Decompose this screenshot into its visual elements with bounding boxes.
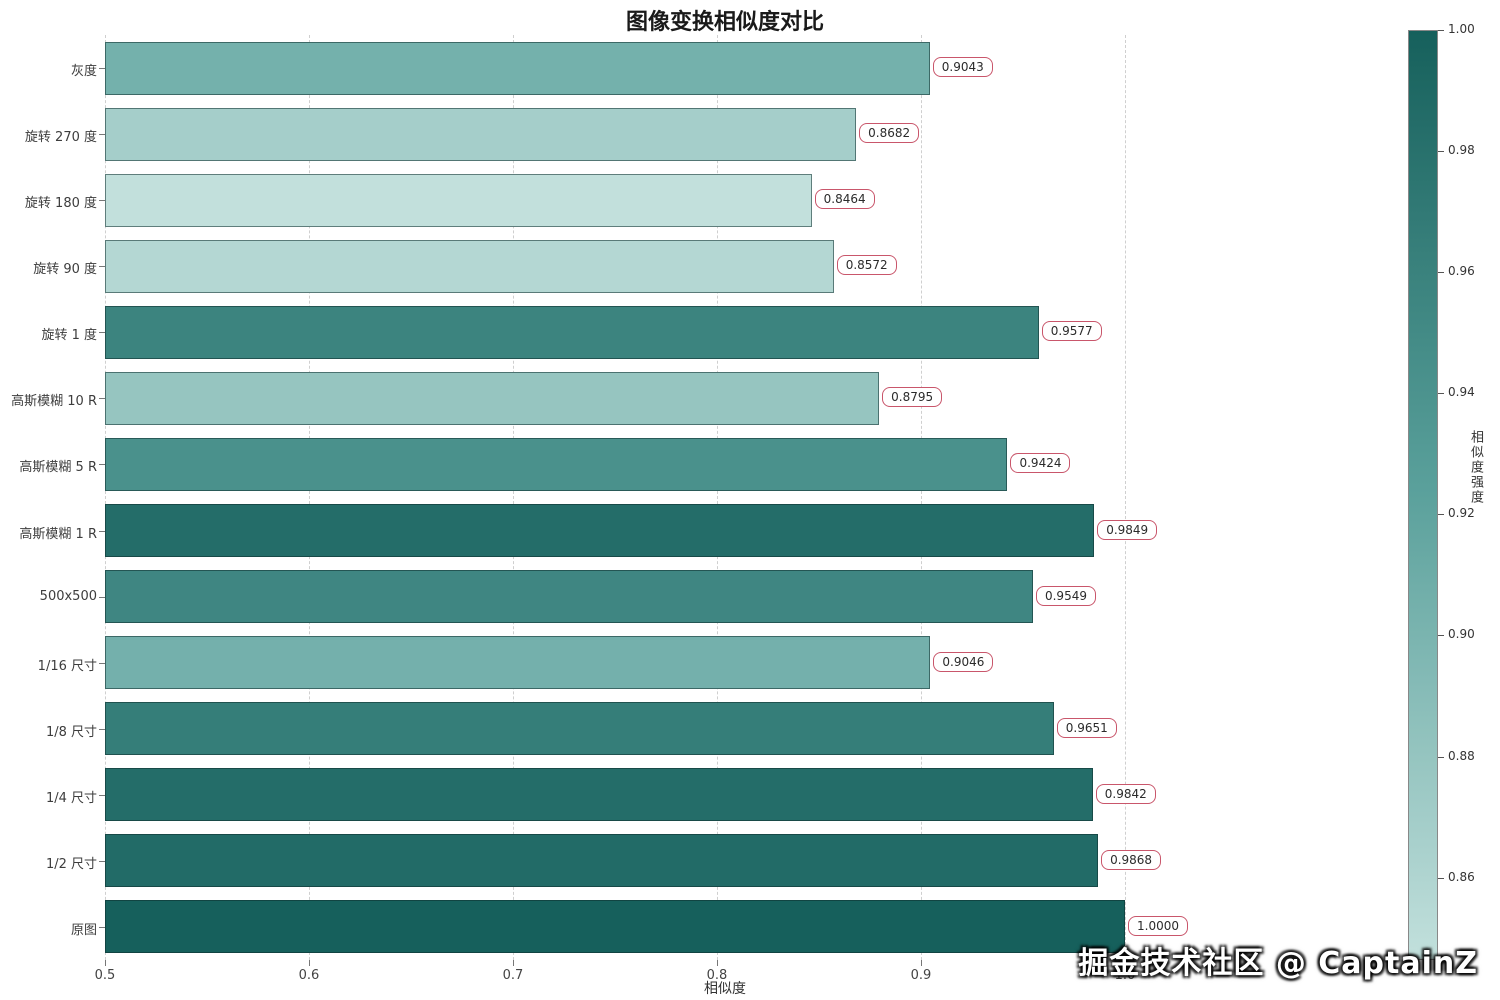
bar-value-label: 0.9043 xyxy=(932,57,993,78)
bar xyxy=(105,570,1033,624)
x-gridline xyxy=(309,35,310,960)
bar-value-label: 0.9577 xyxy=(1041,321,1102,342)
colorbar-tick-label: 0.90 xyxy=(1448,627,1475,642)
bar xyxy=(105,239,834,293)
y-tick-mark xyxy=(99,398,105,400)
x-gridline xyxy=(513,35,514,960)
y-tick-mark xyxy=(99,332,105,334)
y-tick-label: 1/8 尺寸 xyxy=(45,724,97,740)
bar-value-label: 0.8682 xyxy=(859,123,920,144)
watermark: 掘金技术社区 @ CaptainZ xyxy=(1078,946,1478,981)
x-tick-mark xyxy=(309,960,310,966)
colorbar-label: 相似度强度 xyxy=(1468,430,1483,505)
bar xyxy=(105,636,931,690)
x-gridline xyxy=(1125,35,1126,960)
bar xyxy=(105,768,1093,822)
bar xyxy=(105,900,1125,954)
x-tick-label: 1.0 xyxy=(1114,968,1136,983)
colorbar-tick-mark xyxy=(1438,877,1444,879)
x-tick-label: 0.6 xyxy=(298,968,320,983)
bar xyxy=(105,834,1099,888)
y-tick-mark xyxy=(99,530,105,532)
x-tick-label: 0.7 xyxy=(502,968,524,983)
bar-value-label: 0.8464 xyxy=(814,189,875,210)
x-tick-label: 0.5 xyxy=(94,968,116,983)
y-tick-mark xyxy=(99,926,105,928)
x-tick-mark xyxy=(717,960,718,966)
y-tick-label: 原图 xyxy=(70,922,97,938)
x-tick-label: 0.8 xyxy=(706,968,728,983)
x-gridline xyxy=(105,35,106,960)
y-tick-label: 旋转 270 度 xyxy=(24,130,97,146)
y-tick-mark xyxy=(99,200,105,202)
y-tick-label: 高斯模糊 10 R xyxy=(11,394,97,410)
bar-value-label: 0.9868 xyxy=(1101,849,1162,870)
bar-value-label: 0.9046 xyxy=(933,651,994,672)
y-tick-label: 旋转 1 度 xyxy=(41,328,97,344)
y-tick-label: 旋转 180 度 xyxy=(24,196,97,212)
y-tick-label: 灰度 xyxy=(70,64,97,80)
colorbar-tick-label: 1.00 xyxy=(1448,22,1475,36)
bar-value-label: 1.0000 xyxy=(1128,915,1188,936)
colorbar-tick-label: 0.88 xyxy=(1448,748,1475,763)
y-tick-mark xyxy=(99,662,105,664)
bar xyxy=(105,173,812,227)
y-tick-mark xyxy=(99,596,105,598)
x-tick-mark xyxy=(105,960,106,966)
bar xyxy=(105,371,880,425)
y-tick-mark xyxy=(99,794,105,796)
bar xyxy=(105,305,1039,359)
y-tick-label: 1/16 尺寸 xyxy=(37,658,97,674)
bar-value-label: 0.9549 xyxy=(1035,585,1096,606)
y-tick-mark xyxy=(99,860,105,862)
y-tick-label: 旋转 90 度 xyxy=(33,262,97,278)
chart-title: 图像变换相似度对比 xyxy=(625,10,824,35)
bar-value-label: 0.9849 xyxy=(1097,519,1158,540)
colorbar-tick-label: 0.98 xyxy=(1448,143,1475,158)
y-tick-mark xyxy=(99,728,105,730)
bar xyxy=(105,437,1008,491)
colorbar-tick-label: 0.86 xyxy=(1448,869,1475,884)
y-tick-label: 高斯模糊 5 R xyxy=(19,460,97,476)
y-tick-label: 1/2 尺寸 xyxy=(45,856,97,872)
x-tick-mark xyxy=(921,960,922,966)
x-axis-label: 相似度 xyxy=(704,981,746,997)
colorbar xyxy=(1408,30,1438,960)
bar xyxy=(105,107,857,161)
colorbar-tick-label: 0.92 xyxy=(1448,506,1475,521)
colorbar-tick-mark xyxy=(1438,756,1444,758)
y-tick-mark xyxy=(99,68,105,70)
y-tick-mark xyxy=(99,266,105,268)
x-gridline xyxy=(921,35,922,960)
colorbar-tick-mark xyxy=(1438,514,1444,516)
colorbar-tick-mark xyxy=(1438,272,1444,274)
x-tick-mark xyxy=(1125,960,1126,966)
bar-value-label: 0.9842 xyxy=(1095,783,1156,804)
y-tick-label: 1/4 尺寸 xyxy=(45,790,97,806)
y-tick-label: 高斯模糊 1 R xyxy=(19,526,97,542)
bar-value-label: 0.9651 xyxy=(1056,717,1117,738)
colorbar-tick-label: 0.94 xyxy=(1448,385,1475,400)
x-tick-label: 0.9 xyxy=(910,968,932,983)
bar xyxy=(105,504,1095,558)
colorbar-tick-label: 0.96 xyxy=(1448,264,1475,279)
colorbar-tick-mark xyxy=(1438,635,1444,637)
y-tick-mark xyxy=(99,464,105,466)
x-gridline xyxy=(717,35,718,960)
colorbar-tick-mark xyxy=(1438,393,1444,395)
y-tick-label: 500x500 xyxy=(39,588,97,604)
bar-value-label: 0.8795 xyxy=(882,387,943,408)
bar-value-label: 0.9424 xyxy=(1010,453,1071,474)
bar-value-label: 0.8572 xyxy=(836,255,897,276)
bar xyxy=(105,702,1054,756)
x-tick-mark xyxy=(513,960,514,966)
colorbar-tick-mark xyxy=(1438,30,1444,31)
y-tick-mark xyxy=(99,134,105,136)
colorbar-tick-mark xyxy=(1438,151,1444,153)
bar xyxy=(105,41,930,95)
